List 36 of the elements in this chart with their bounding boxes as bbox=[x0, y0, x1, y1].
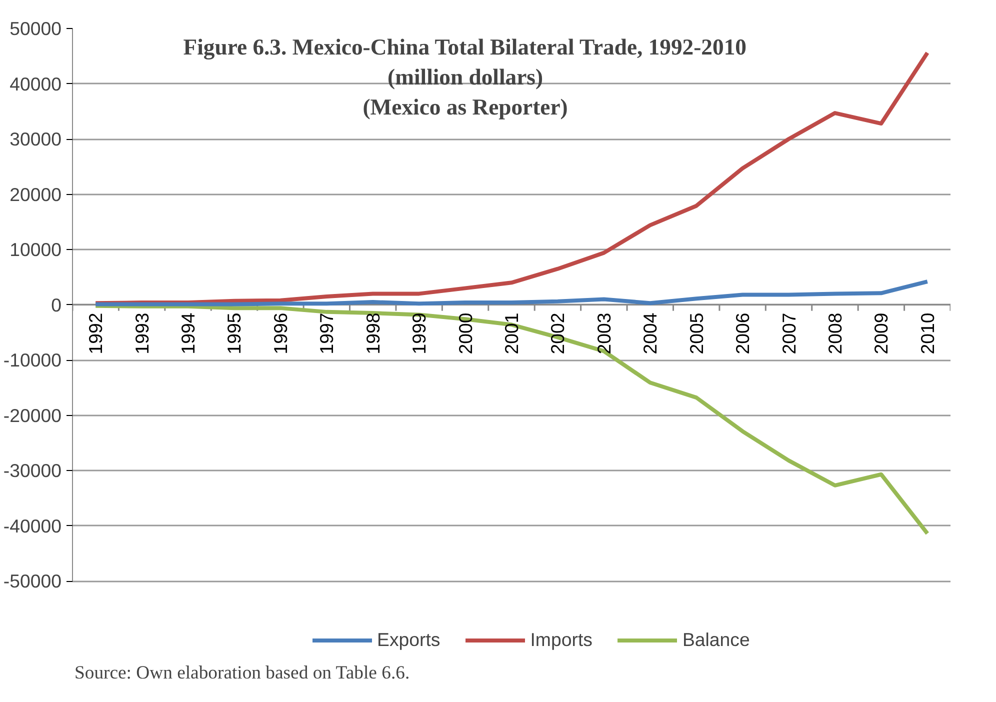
x-tick-label: 2007 bbox=[778, 312, 800, 354]
text: Figure 6.3. Mexico-China Total Bilateral Trade, 1992-2010 (million dollars) (Mexico as Reporter) bbox=[183, 34, 746, 120]
legend-label: Exports bbox=[377, 629, 440, 651]
y-tick-label: -40000 bbox=[3, 515, 62, 536]
x-tick-label: 2002 bbox=[547, 312, 568, 354]
y-tick-label: -20000 bbox=[3, 404, 62, 426]
x-tick-label: 1993 bbox=[131, 312, 152, 354]
x-tick-label: 2003 bbox=[593, 312, 614, 354]
line-series bbox=[94, 280, 930, 306]
x-tick-label: 2009 bbox=[870, 312, 892, 354]
x-tick-label: 1995 bbox=[224, 312, 245, 354]
x-tick-label: 2000 bbox=[454, 312, 476, 354]
y-tick-label: -10000 bbox=[3, 350, 62, 370]
x-tick-label: 2006 bbox=[732, 312, 754, 354]
x-tick-label: 1999 bbox=[408, 312, 430, 354]
y-tick-label: 0 bbox=[51, 294, 62, 316]
x-tick-label: 2008 bbox=[824, 312, 846, 354]
x-tick-label: 2004 bbox=[640, 312, 661, 354]
x-tick-label: 2010 bbox=[916, 312, 938, 354]
y-tick-label: 20000 bbox=[10, 184, 62, 205]
y-tick-label: 40000 bbox=[10, 73, 62, 94]
y-tick-label: 50000 bbox=[10, 18, 62, 39]
y-tick-label: 30000 bbox=[10, 128, 62, 150]
legend-label: Balance bbox=[682, 629, 750, 651]
x-tick-label: 1997 bbox=[316, 312, 338, 354]
y-tick-label: 10000 bbox=[10, 239, 62, 260]
legend-label: Imports bbox=[530, 629, 592, 651]
y-tick-label: -30000 bbox=[3, 460, 62, 481]
x-tick-label: 1998 bbox=[362, 312, 384, 354]
x-tick-label: 2001 bbox=[501, 312, 522, 354]
source-note: Source: Own elaboration based on Table 6.6. bbox=[74, 662, 410, 684]
x-tick-label: 1992 bbox=[85, 312, 106, 354]
x-tick-label: 1996 bbox=[270, 312, 291, 354]
x-tick-label: 2005 bbox=[686, 312, 707, 354]
x-tick-label: 1994 bbox=[178, 312, 199, 354]
y-tick-label: -50000 bbox=[3, 570, 62, 592]
